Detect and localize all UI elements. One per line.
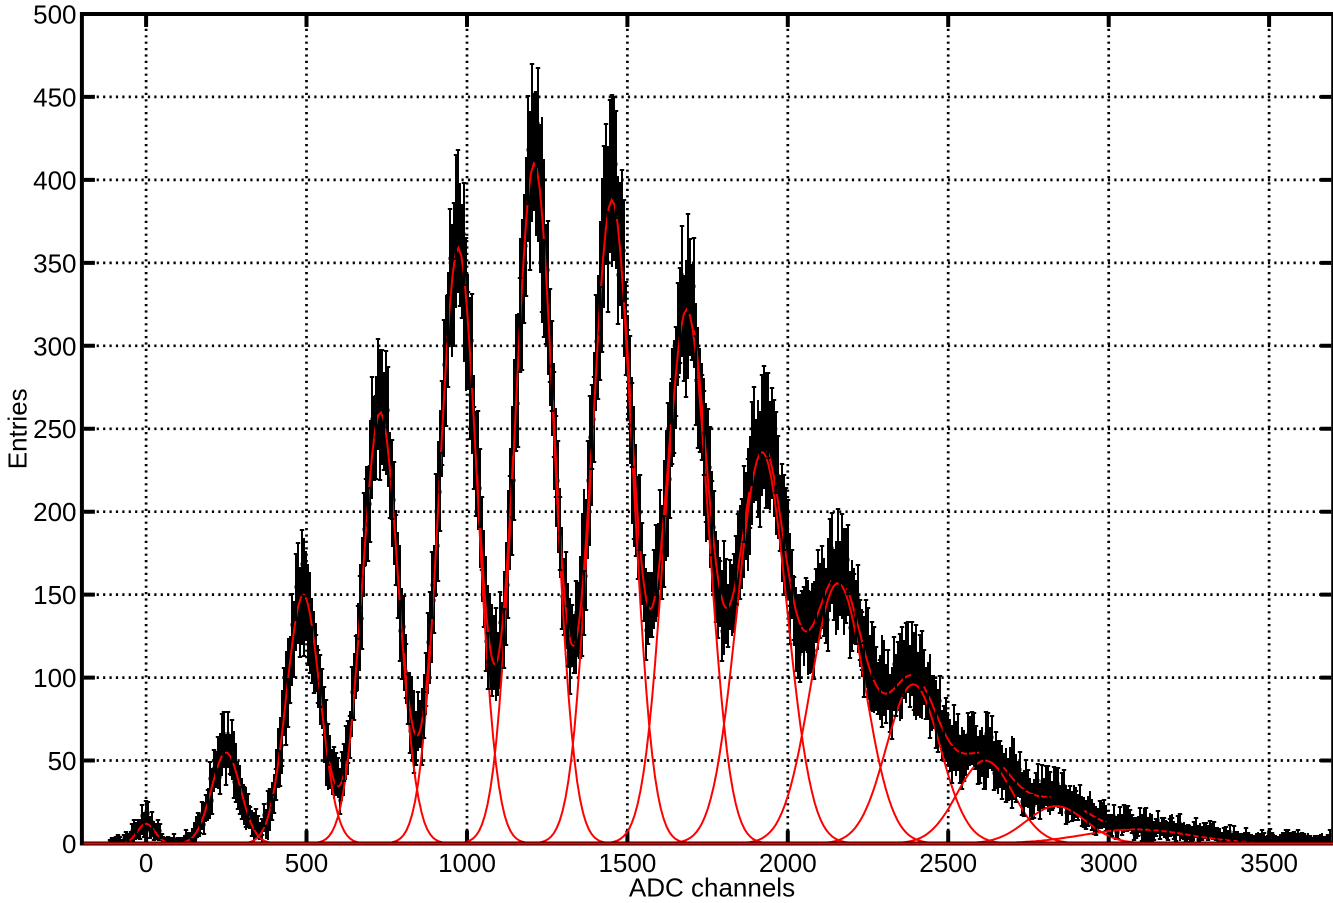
svg-text:400: 400 (33, 165, 76, 195)
svg-text:50: 50 (48, 746, 77, 776)
svg-text:200: 200 (33, 497, 76, 527)
svg-text:1000: 1000 (438, 848, 496, 878)
svg-text:ADC channels: ADC channels (629, 873, 795, 903)
svg-text:0: 0 (139, 848, 153, 878)
svg-text:500: 500 (33, 0, 76, 30)
svg-text:350: 350 (33, 248, 76, 278)
svg-text:450: 450 (33, 82, 76, 112)
svg-text:250: 250 (33, 414, 76, 444)
svg-text:100: 100 (33, 663, 76, 693)
svg-text:2500: 2500 (919, 848, 977, 878)
svg-text:300: 300 (33, 331, 76, 361)
svg-text:2000: 2000 (759, 848, 817, 878)
svg-text:0: 0 (62, 829, 76, 859)
svg-text:500: 500 (285, 848, 328, 878)
svg-text:150: 150 (33, 580, 76, 610)
svg-text:3000: 3000 (1080, 848, 1138, 878)
svg-text:1500: 1500 (598, 848, 656, 878)
svg-text:3500: 3500 (1240, 848, 1298, 878)
svg-text:Entries: Entries (3, 388, 33, 469)
